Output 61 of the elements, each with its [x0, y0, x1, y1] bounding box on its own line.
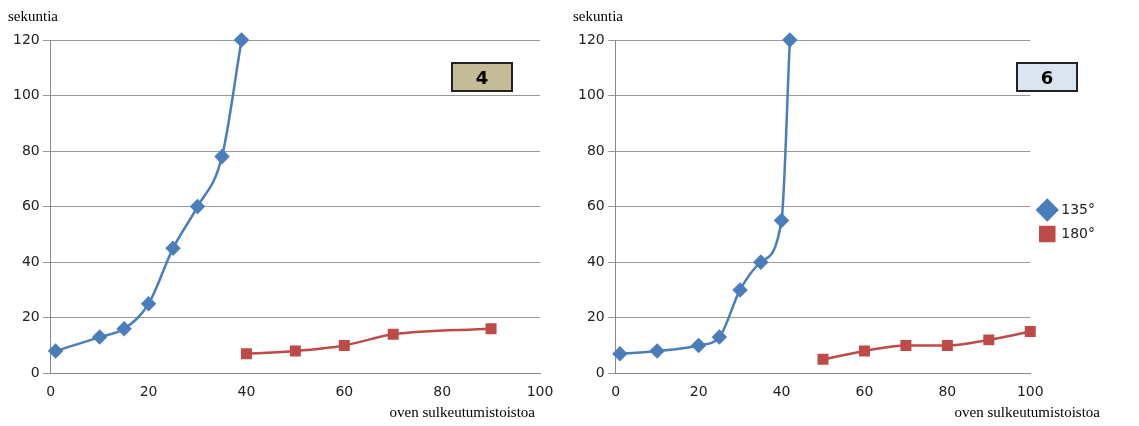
legend-label: 180° [1061, 224, 1096, 241]
point [214, 149, 230, 164]
point [712, 329, 727, 345]
y-tick-label: 100 [577, 86, 605, 103]
point [48, 343, 63, 359]
y-tick-label: 120 [577, 30, 605, 47]
point [983, 334, 995, 346]
x-tick-label: 100 [1016, 383, 1044, 400]
point [900, 339, 912, 351]
point [941, 339, 953, 351]
x-axis-title: oven sulkeutumistoistoa [954, 404, 1100, 421]
x-tick-label: 80 [938, 383, 957, 400]
point [92, 329, 107, 345]
x-tick-label: 60 [335, 383, 354, 400]
point [289, 345, 301, 357]
x-tick-label: 20 [689, 383, 708, 400]
y-tick-label: 120 [12, 30, 40, 47]
x-tick-label: 60 [855, 383, 874, 400]
x-axis-title: oven sulkeutumistoistoa [389, 404, 535, 421]
y-tick-label: 40 [586, 252, 605, 269]
point [190, 199, 205, 214]
y-axis-title: sekuntia [573, 8, 623, 25]
legend-label: 135° [1061, 200, 1096, 217]
point [753, 254, 769, 270]
y-tick-label: 20 [21, 308, 40, 325]
point [234, 32, 249, 48]
y-tick-label: 60 [21, 197, 40, 214]
y-tick-label: 0 [595, 363, 605, 380]
point [858, 345, 870, 357]
y-tick-label: 0 [30, 363, 40, 380]
point [116, 321, 132, 337]
point [141, 296, 156, 312]
point [165, 241, 181, 256]
point [817, 353, 829, 365]
point [240, 348, 252, 360]
x-tick-label: 40 [772, 383, 791, 400]
y-tick-label: 100 [12, 86, 40, 103]
point [782, 32, 798, 48]
x-tick-label: 20 [139, 383, 158, 400]
x-tick-label: 0 [611, 383, 621, 400]
point [649, 343, 665, 359]
y-tick-label: 20 [586, 308, 605, 325]
point [612, 346, 628, 362]
x-tick-label: 100 [526, 383, 554, 400]
point [732, 282, 748, 298]
x-tick-label: 0 [46, 383, 56, 400]
y-tick-label: 60 [586, 197, 605, 214]
point [774, 213, 789, 228]
y-tick-label: 40 [21, 252, 40, 269]
x-tick-label: 40 [237, 383, 256, 400]
point [387, 328, 399, 340]
point [691, 338, 706, 353]
y-axis-title: sekuntia [8, 8, 58, 25]
point [1024, 326, 1036, 338]
point [338, 339, 350, 351]
annotation: 4 [451, 62, 513, 92]
y-tick-label: 80 [21, 141, 40, 158]
y-tick-label: 80 [586, 141, 605, 158]
text: 6 [1016, 62, 1078, 92]
point [485, 323, 497, 335]
x-tick-label: 80 [433, 383, 452, 400]
